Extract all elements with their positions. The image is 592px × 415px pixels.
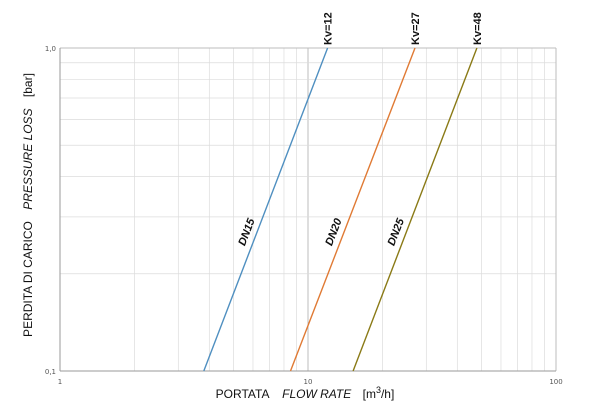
y-tick-label: 1,0 xyxy=(45,45,56,53)
series-line-dn25 xyxy=(352,47,478,372)
x-axis-label: PORTATA FLOW RATE [m3/h] xyxy=(216,385,395,401)
kv-label-dn15: Kv=12 xyxy=(323,12,335,45)
y-axis-label-main: PERDITA DI CARICO xyxy=(21,221,35,337)
series-line-dn20 xyxy=(289,47,416,372)
y-tick-label: 0,1 xyxy=(45,368,56,376)
series-lines xyxy=(203,47,478,372)
x-tick-label: 1 xyxy=(58,378,62,386)
y-axis-label-english: PRESSURE LOSS xyxy=(21,108,35,209)
x-tick-label: 10 xyxy=(304,378,313,386)
x-axis-label-unit-prefix: [m xyxy=(363,387,376,401)
x-axis-label-unit-suffix: /h] xyxy=(381,387,394,401)
grid xyxy=(60,47,557,371)
axes xyxy=(59,48,556,372)
x-axis-label-english: FLOW RATE xyxy=(282,387,352,401)
x-axis-label-unit-sup: 3 xyxy=(376,385,381,395)
y-axis-label-unit: [bar] xyxy=(21,73,35,97)
series-line-dn15 xyxy=(203,47,329,372)
y-axis-label: PERDITA DI CARICO PRESSURE LOSS [bar] xyxy=(21,73,35,337)
kv-label-dn25: Kv=48 xyxy=(472,12,484,45)
tick-labels: 1 10 100 0,1 1,0 xyxy=(45,45,563,386)
x-tick-label: 100 xyxy=(549,378,562,386)
x-axis-label-main: PORTATA xyxy=(216,387,270,401)
kv-label-dn20: Kv=27 xyxy=(410,12,422,45)
